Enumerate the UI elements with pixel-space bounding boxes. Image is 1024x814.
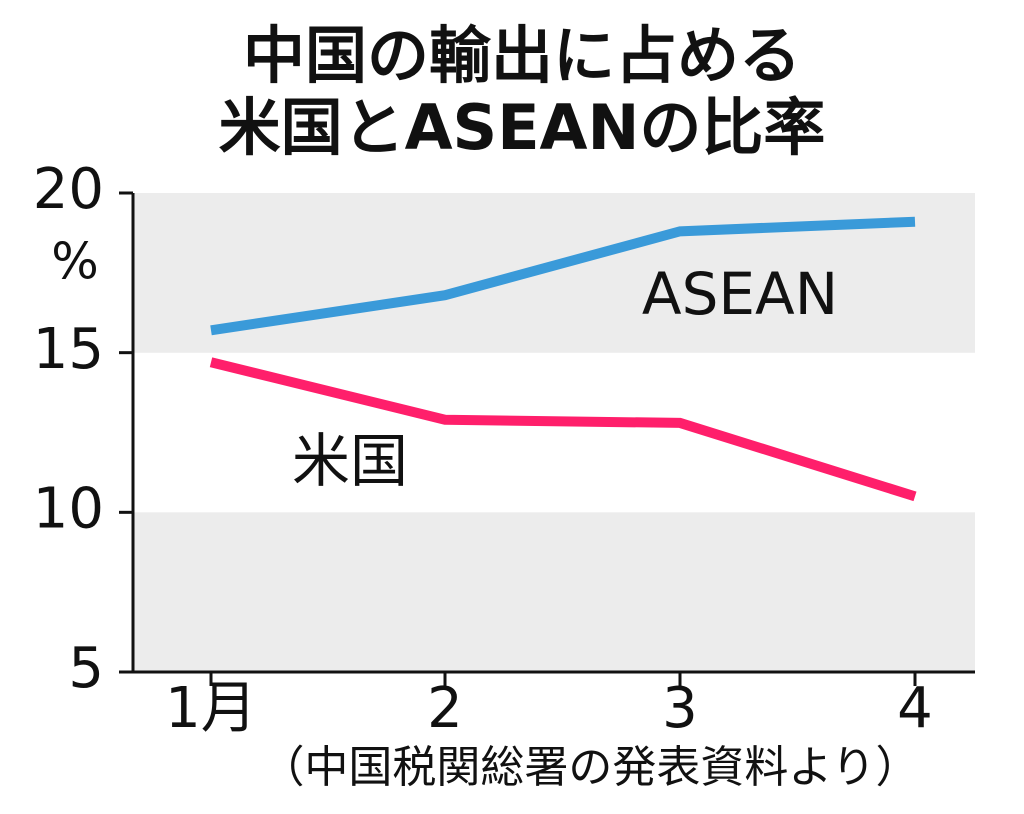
- x-tick-label: 3: [662, 676, 698, 741]
- x-tick-label: 2: [427, 676, 463, 741]
- band: [133, 193, 975, 353]
- y-tick-label: 5: [68, 636, 104, 701]
- y-tick-label: 15: [33, 317, 104, 382]
- x-tick-label: 4: [897, 676, 933, 741]
- unit-label: %: [51, 233, 99, 291]
- series-line: [209, 357, 917, 502]
- chart-title: 中国の輸出に占める: [243, 19, 801, 92]
- series-label: 米国: [292, 427, 408, 495]
- y-tick-label: 20: [33, 157, 104, 222]
- chart-title: 米国とASEANの比率: [219, 91, 826, 164]
- x-tick-label: 1月: [165, 676, 257, 741]
- source-note: （中国税関総署の発表資料より）: [260, 742, 919, 793]
- band: [133, 512, 975, 672]
- series-label: ASEAN: [642, 260, 838, 328]
- series-line: [210, 216, 916, 336]
- y-tick-label: 10: [33, 476, 104, 541]
